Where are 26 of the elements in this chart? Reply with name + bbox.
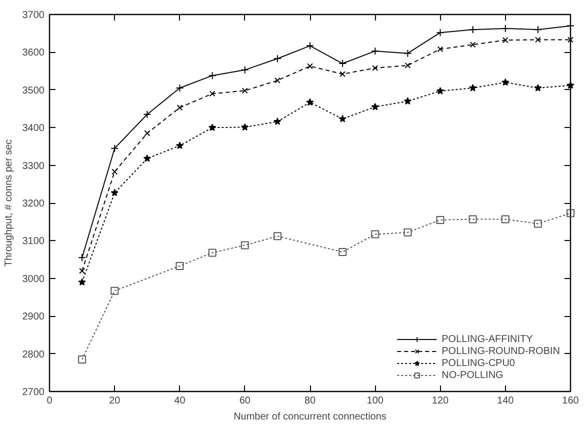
y-tick-label: 2900 bbox=[22, 312, 45, 323]
legend-label: POLLING-AFFINITY bbox=[442, 333, 533, 345]
x-tick-label: 60 bbox=[239, 396, 251, 406]
x-tick-label: 100 bbox=[366, 396, 384, 406]
x-tick-label: 20 bbox=[109, 396, 121, 406]
y-axis-title: Throughput, # conns per sec bbox=[3, 139, 14, 267]
y-tick-label: 3700 bbox=[22, 10, 45, 21]
x-tick-label: 40 bbox=[174, 396, 186, 406]
x-tick-label: 160 bbox=[562, 396, 580, 406]
y-tick-label: 3600 bbox=[22, 48, 45, 59]
y-tick-label: 3300 bbox=[22, 160, 45, 172]
x-tick-label: 80 bbox=[304, 396, 316, 406]
x-axis-title: Number of concurrent connections bbox=[234, 412, 386, 422]
y-tick-label: 3000 bbox=[22, 274, 45, 285]
y-tick-label: 3200 bbox=[22, 198, 45, 210]
y-tick-label: 2800 bbox=[22, 349, 45, 360]
x-tick-label: 120 bbox=[432, 396, 450, 406]
y-tick-label: 3500 bbox=[22, 85, 45, 96]
legend-label: POLLING-CPU0 bbox=[442, 357, 515, 369]
x-tick-label: 140 bbox=[497, 396, 514, 406]
y-tick-label: 3100 bbox=[22, 236, 45, 248]
x-tick-label: 0 bbox=[46, 396, 53, 406]
legend-label: NO-POLLING bbox=[442, 369, 504, 381]
legend-label: POLLING-ROUND-ROBIN bbox=[442, 345, 560, 357]
y-tick-label: 2700 bbox=[22, 387, 45, 398]
y-tick-label: 3400 bbox=[22, 123, 45, 134]
